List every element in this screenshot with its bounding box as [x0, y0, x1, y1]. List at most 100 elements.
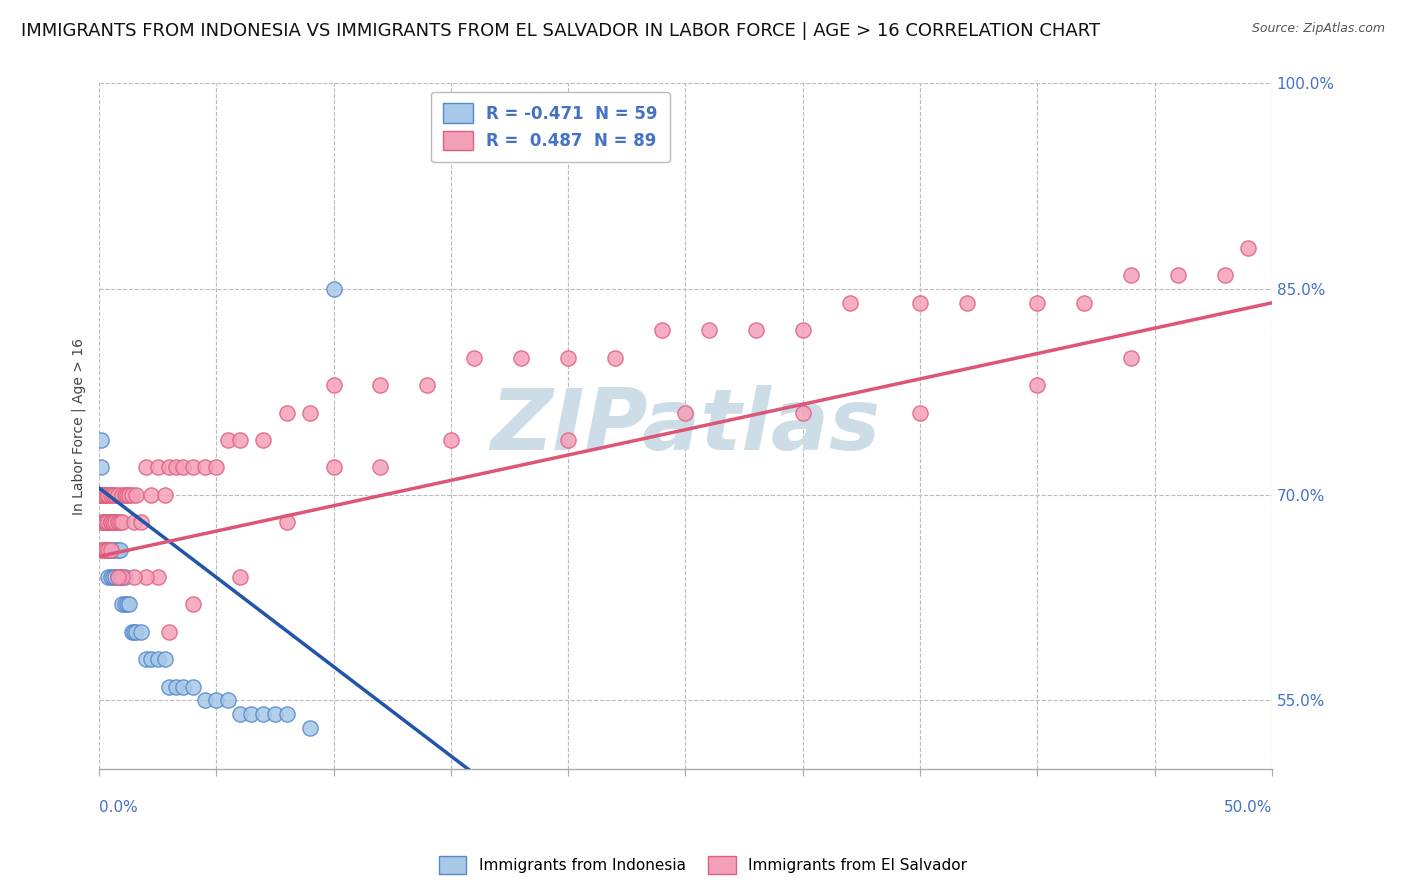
- Point: [94, 515, 117, 529]
- Point: [172, 460, 194, 475]
- Point: [1237, 241, 1260, 255]
- Point: [100, 542, 122, 557]
- Point: [205, 693, 228, 707]
- Point: [93, 515, 115, 529]
- Point: [90, 488, 112, 502]
- Point: [1213, 268, 1236, 283]
- Point: [100, 488, 122, 502]
- Point: [101, 542, 124, 557]
- Point: [157, 680, 180, 694]
- Point: [193, 460, 215, 475]
- Point: [1026, 378, 1049, 392]
- Point: [107, 542, 129, 557]
- Point: [252, 707, 274, 722]
- Point: [104, 570, 127, 584]
- Point: [111, 570, 134, 584]
- Point: [108, 515, 131, 529]
- Point: [94, 515, 117, 529]
- Point: [603, 351, 626, 365]
- Point: [172, 680, 194, 694]
- Point: [440, 433, 463, 447]
- Point: [90, 542, 112, 557]
- Point: [104, 542, 127, 557]
- Point: [193, 693, 215, 707]
- Point: [97, 515, 120, 529]
- Point: [510, 351, 533, 365]
- Point: [90, 515, 112, 529]
- Point: [122, 515, 145, 529]
- Point: [107, 570, 129, 584]
- Point: [651, 323, 673, 337]
- Point: [217, 433, 239, 447]
- Text: Source: ZipAtlas.com: Source: ZipAtlas.com: [1251, 22, 1385, 36]
- Point: [299, 405, 322, 419]
- Point: [697, 323, 720, 337]
- Point: [181, 680, 204, 694]
- Point: [125, 624, 148, 639]
- Point: [956, 295, 979, 310]
- Point: [129, 515, 152, 529]
- Point: [90, 488, 112, 502]
- Point: [93, 515, 115, 529]
- Point: [93, 542, 115, 557]
- Point: [107, 570, 129, 584]
- Point: [93, 542, 115, 557]
- Point: [114, 598, 136, 612]
- Point: [908, 405, 931, 419]
- Point: [93, 488, 115, 502]
- Text: 50.0%: 50.0%: [1223, 799, 1272, 814]
- Point: [1121, 268, 1143, 283]
- Point: [121, 624, 143, 639]
- Point: [322, 282, 344, 296]
- Point: [165, 460, 187, 475]
- Point: [205, 460, 228, 475]
- Point: [94, 542, 117, 557]
- Point: [104, 515, 127, 529]
- Point: [93, 515, 115, 529]
- Point: [276, 405, 298, 419]
- Point: [100, 515, 122, 529]
- Point: [228, 707, 250, 722]
- Point: [1121, 351, 1143, 365]
- Legend: R = -0.471  N = 59, R =  0.487  N = 89: R = -0.471 N = 59, R = 0.487 N = 89: [432, 92, 669, 162]
- Point: [101, 515, 124, 529]
- Point: [100, 515, 122, 529]
- Point: [107, 488, 129, 502]
- Point: [908, 295, 931, 310]
- Point: [322, 378, 344, 392]
- Point: [100, 570, 122, 584]
- Point: [93, 488, 115, 502]
- Point: [101, 570, 124, 584]
- Point: [557, 433, 579, 447]
- Point: [228, 433, 250, 447]
- Point: [557, 351, 579, 365]
- Point: [122, 570, 145, 584]
- Point: [97, 515, 120, 529]
- Point: [217, 693, 239, 707]
- Point: [157, 624, 180, 639]
- Point: [1167, 268, 1189, 283]
- Point: [322, 460, 344, 475]
- Point: [792, 323, 814, 337]
- Point: [463, 351, 485, 365]
- Point: [165, 680, 187, 694]
- Point: [792, 405, 814, 419]
- Point: [122, 624, 145, 639]
- Point: [90, 433, 112, 447]
- Legend: Immigrants from Indonesia, Immigrants from El Salvador: Immigrants from Indonesia, Immigrants fr…: [433, 850, 973, 880]
- Point: [94, 515, 117, 529]
- Point: [101, 488, 124, 502]
- Point: [146, 460, 169, 475]
- Point: [97, 515, 120, 529]
- Point: [94, 542, 117, 557]
- Point: [125, 488, 148, 502]
- Point: [264, 707, 287, 722]
- Point: [135, 460, 157, 475]
- Point: [115, 488, 138, 502]
- Text: ZIPatlas: ZIPatlas: [491, 384, 880, 467]
- Point: [153, 652, 176, 666]
- Point: [370, 460, 392, 475]
- Point: [108, 542, 131, 557]
- Point: [97, 570, 120, 584]
- Point: [94, 488, 117, 502]
